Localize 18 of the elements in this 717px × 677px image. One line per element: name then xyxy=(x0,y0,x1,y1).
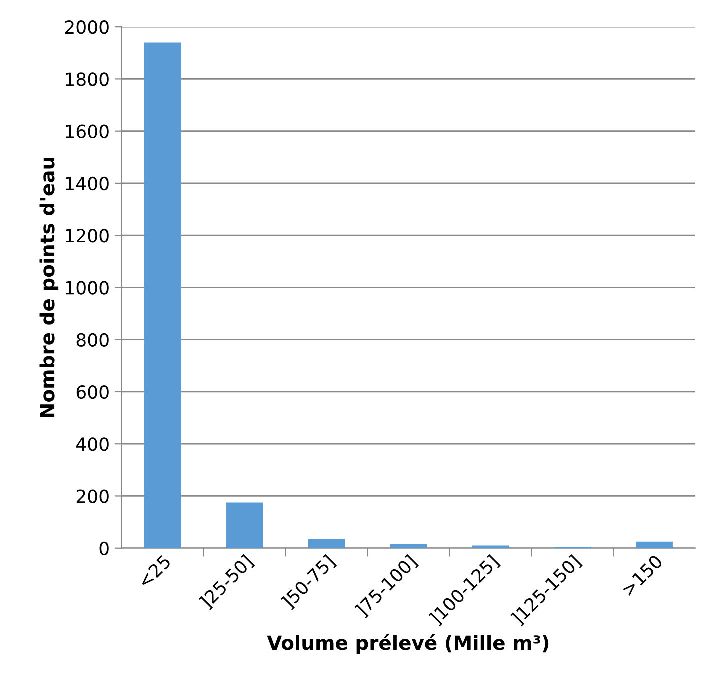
x-tick-label: <25 xyxy=(137,554,172,589)
y-tick-label: 0 xyxy=(100,542,109,556)
y-tick-label: 2000 xyxy=(65,20,109,34)
bar xyxy=(144,42,182,548)
y-tick-label: 1400 xyxy=(66,176,109,191)
y-tick-label: 1600 xyxy=(66,124,109,138)
y-tick-label: 200 xyxy=(76,490,109,504)
y-axis-title: Nombre de points d'eau xyxy=(40,158,59,418)
y-tick-label: 1200 xyxy=(66,229,109,243)
y-tick-label: 800 xyxy=(76,333,109,347)
bar xyxy=(636,542,673,548)
bar xyxy=(308,539,346,548)
bar xyxy=(226,502,264,548)
y-tick-label: 600 xyxy=(76,385,109,400)
y-tick-label: 400 xyxy=(76,438,109,452)
y-tick-label: 1000 xyxy=(66,281,109,295)
x-axis-title: Volume prélevé (Mille m³) xyxy=(267,634,549,654)
y-tick-label: 1800 xyxy=(66,72,109,86)
